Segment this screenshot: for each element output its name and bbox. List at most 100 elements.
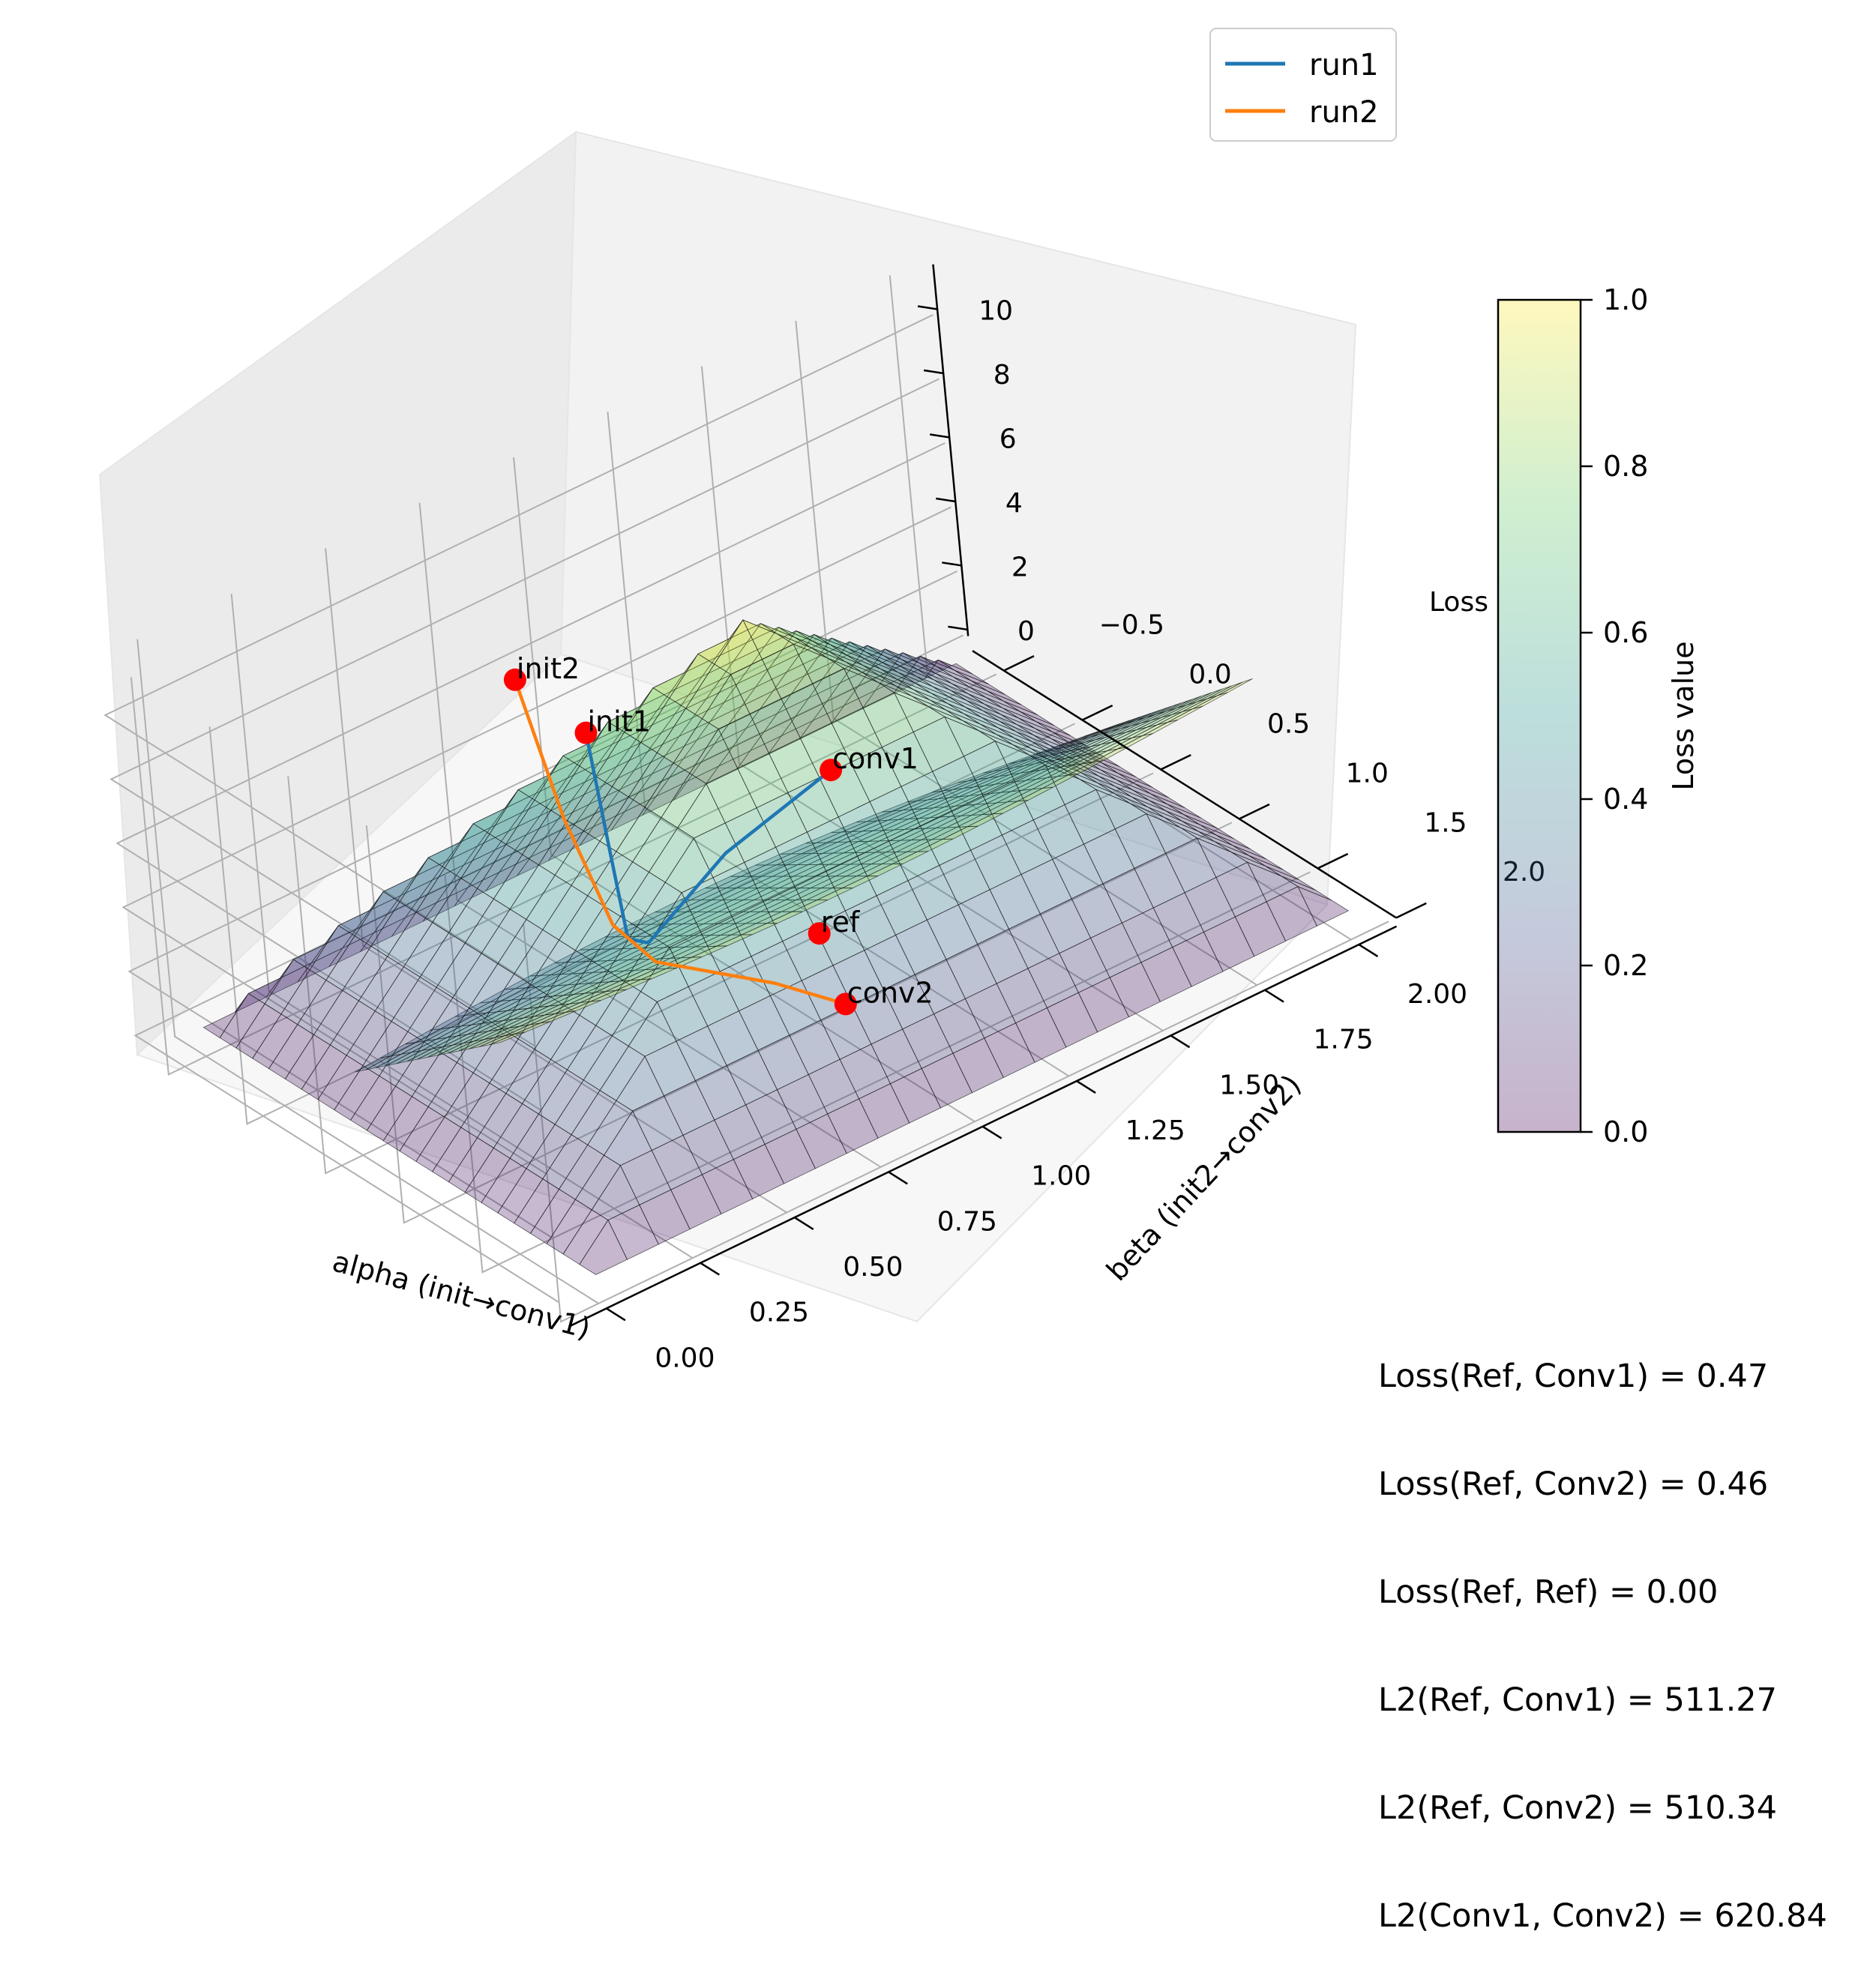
gridline-y-0 [130,673,997,1076]
colorbar-label: Loss value [1667,641,1700,790]
gridline-y-3 [365,822,1233,1224]
metric-l2-ref-conv1: L2(Ref, Conv1) = 511.27 [1378,1681,1777,1719]
gridline-y-4 [444,871,1311,1274]
y-tick-label: −0.5 [1099,610,1164,641]
colorbar-tick-label: 0.4 [1603,783,1648,816]
trajectories [513,679,847,1006]
x-tick-mark [888,1171,908,1185]
colorbar-tick-label: 0.2 [1603,949,1648,982]
x-tick-mark [1264,989,1284,1003]
z-tick-mark [930,433,950,439]
x-tick-label: 0.50 [843,1252,903,1283]
point-label-init1: init1 [588,705,651,738]
gridline-x-4 [513,457,975,1123]
z-tick-mark [917,305,938,310]
point-label-ref: ref [821,906,861,939]
colorbar-frame [1497,298,1582,1133]
z-axis-line [932,264,969,636]
colorbar: 0.0 0.2 0.4 0.6 0.8 1.0 Loss value [1497,283,1700,1148]
point-ref [808,922,831,945]
x-tick-label: 0.00 [655,1343,715,1373]
z-tick-mark [923,369,944,375]
gridline-x-3 [418,502,882,1168]
gridline-x-0 [136,639,599,1304]
y-tick-mark [1317,852,1349,870]
metric-l2-ref-conv2: L2(Ref, Conv2) = 510.34 [1378,1789,1777,1827]
z-tick-mark [942,561,962,567]
metric-loss-ref-ref: Loss(Ref, Ref) = 0.00 [1378,1573,1719,1611]
gridline-x-8 [889,275,1352,941]
x-tick-label: 1.25 [1125,1115,1185,1146]
point-init2 [503,668,526,691]
y-tick-mark [1239,803,1270,820]
y-tick-mark [1160,753,1191,771]
gridline-z-1 [127,570,957,1239]
x-tick-label: 0.25 [749,1298,809,1328]
z-tick-label: 2 [1011,552,1029,582]
trajectory-run2 [513,679,847,1006]
gridline-z-5 [103,314,934,983]
colorbar-tick-label: 0.8 [1603,450,1648,483]
legend-run2-label: run2 [1309,95,1379,130]
x-tick-mark [1076,1080,1096,1094]
x-tick-mark [606,1307,626,1322]
metric-loss-ref-conv1: Loss(Ref, Conv1) = 0.47 [1378,1358,1769,1395]
x-tick-mark [793,1217,814,1230]
y-axis-line [972,650,1397,919]
gridline-z-3 [115,442,945,1111]
x-axis-label: alpha (init→conv1) [329,1244,594,1345]
floor-pane [136,653,1329,1323]
x-tick-mark [1358,943,1379,957]
legend: run1 run2 [1209,28,1397,142]
axes-panes [98,130,1357,1323]
surface-cell [579,1219,628,1275]
colorbar-tick-label: 0.0 [1603,1115,1648,1148]
colorbar-ticks: 0.0 0.2 0.4 0.6 0.8 1.0 [1581,283,1648,1148]
z-tick-mark [936,497,956,503]
x-tick-label: 1.00 [1031,1161,1091,1192]
gridline-x-7 [795,320,1257,986]
gridline-x-2 [325,548,787,1214]
point-conv1 [820,759,843,782]
colorbar-gradient [1498,300,1581,1132]
gridline-z-2 [121,506,951,1175]
z-tick-mark [948,625,968,631]
x-tick-label: 1.50 [1219,1070,1279,1100]
metric-l2-conv1-conv2: L2(Conv1, Conv2) = 620.84 [1378,1897,1827,1935]
gridline-y-2 [287,772,1154,1175]
colorbar-tick-label: 0.6 [1603,616,1648,649]
x-tick-label: 2.00 [1407,979,1467,1010]
gridline-y-5 [523,921,1389,1323]
gridline-x-6 [700,366,1164,1031]
gridline-x-5 [607,412,1070,1077]
trajectory-run1 [584,732,832,945]
y-tick-label: 1.5 [1424,807,1467,838]
z-axis-label: Loss [1429,587,1488,618]
metric-loss-ref-conv2: Loss(Ref, Conv2) = 0.46 [1378,1466,1769,1503]
x-tick-label: 1.75 [1314,1025,1374,1055]
y-tick-label: 0.5 [1267,708,1310,739]
gridline-z-4 [109,378,939,1047]
gridlines [103,275,1389,1323]
z-tick-label: 10 [978,296,1013,327]
legend-run1-label: run1 [1309,48,1379,82]
colorbar-tick-label: 1.0 [1603,283,1648,316]
y-tick-label: 1.0 [1346,758,1389,789]
point-label-conv2: conv2 [847,976,934,1009]
z-tick-label: 4 [1005,488,1023,519]
y-tick-mark [1395,902,1427,919]
z-tick-label: 6 [999,424,1017,455]
x-tick-label: 0.75 [937,1206,997,1237]
y-tick-mark [1081,704,1113,721]
point-label-conv1: conv1 [832,742,919,775]
y-tick-mark [1003,655,1035,672]
gridline-z-0 [133,634,963,1304]
y-tick-label: 0.0 [1188,659,1231,690]
point-label-init2: init2 [517,652,580,685]
loss-surface [202,619,1350,1275]
point-conv2 [834,992,857,1016]
gridline-x-1 [230,593,694,1259]
metrics-annotation: Loss(Ref, Conv1) = 0.47 Loss(Ref, Conv2)… [1378,1286,1827,1970]
